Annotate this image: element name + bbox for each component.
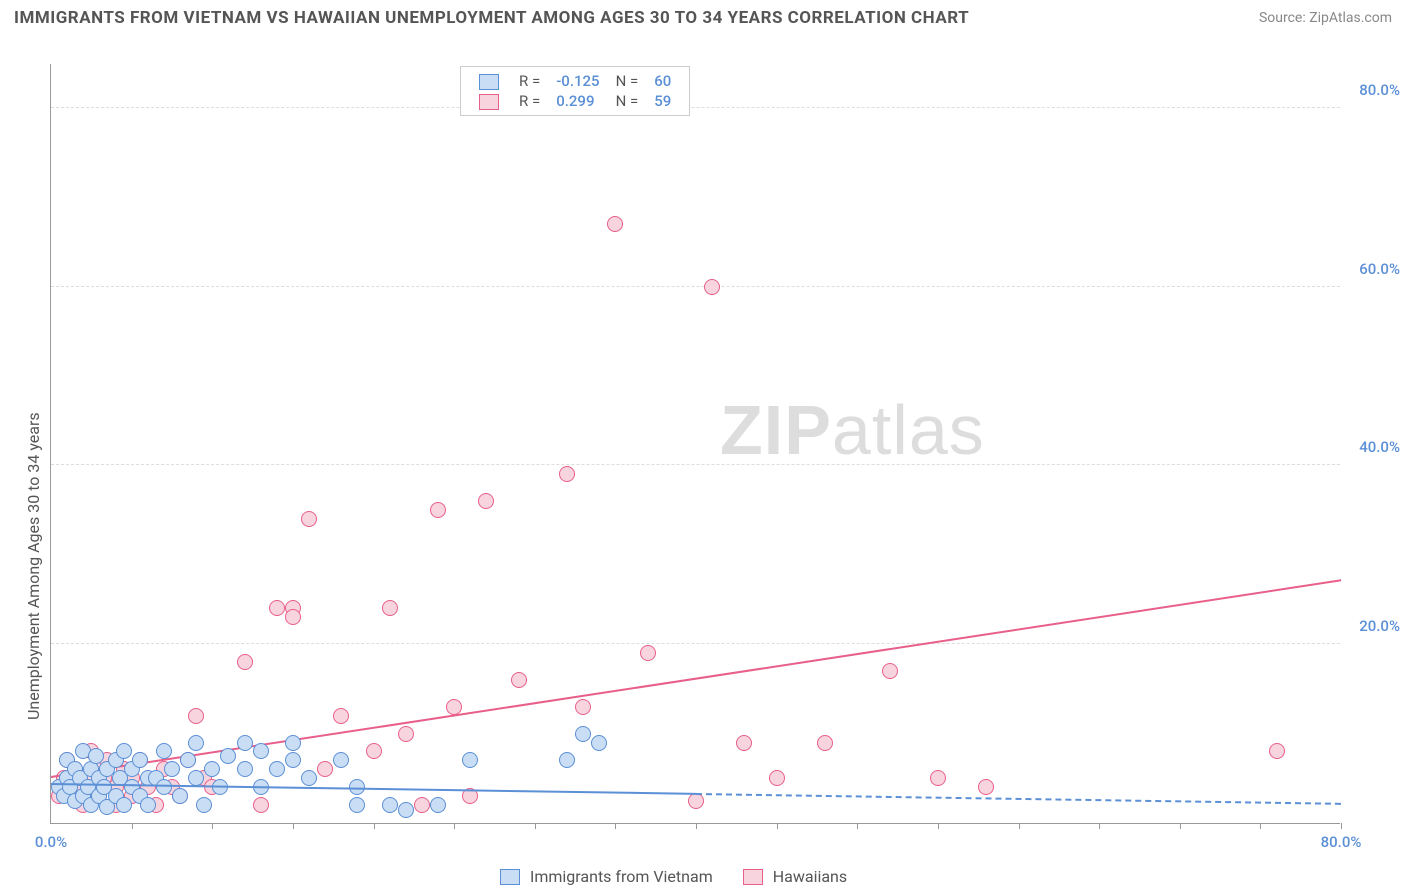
data-point (172, 788, 188, 804)
x-tick (374, 823, 375, 829)
data-point (301, 511, 317, 527)
x-tick-label: 80.0% (1321, 833, 1362, 851)
data-point (736, 735, 752, 751)
data-point (575, 726, 591, 742)
chart-title: IMMIGRANTS FROM VIETNAM VS HAWAIIAN UNEM… (14, 8, 969, 28)
data-point (575, 699, 591, 715)
data-point (88, 748, 104, 764)
legend-row: R =0.299N =59 (471, 91, 679, 111)
data-point (285, 609, 301, 625)
x-tick (777, 823, 778, 829)
data-point (882, 663, 898, 679)
data-point (349, 797, 365, 813)
data-point (978, 779, 994, 795)
data-point (607, 216, 623, 232)
x-tick (212, 823, 213, 829)
data-point (511, 672, 527, 688)
x-tick-label: 0.0% (35, 833, 67, 851)
data-point (704, 279, 720, 295)
data-point (237, 654, 253, 670)
data-point (333, 752, 349, 768)
data-point (478, 493, 494, 509)
data-point (237, 761, 253, 777)
data-point (366, 743, 382, 759)
x-tick (938, 823, 939, 829)
x-tick (1099, 823, 1100, 829)
data-point (116, 797, 132, 813)
data-point (462, 752, 478, 768)
x-tick (293, 823, 294, 829)
x-tick (132, 823, 133, 829)
y-tick-label: 80.0% (1359, 81, 1400, 99)
data-point (430, 797, 446, 813)
grid-line (51, 286, 1340, 287)
correlation-legend: R =-0.125N =60R =0.299N =59 (460, 66, 690, 116)
data-point (285, 735, 301, 751)
data-point (382, 600, 398, 616)
data-point (204, 761, 220, 777)
data-point (430, 502, 446, 518)
data-point (269, 761, 285, 777)
series-legend: Immigrants from Vietnam Hawaiians (500, 867, 847, 886)
data-point (164, 761, 180, 777)
data-point (301, 770, 317, 786)
data-point (930, 770, 946, 786)
data-point (253, 797, 269, 813)
x-tick (696, 823, 697, 829)
x-tick (1260, 823, 1261, 829)
scatter-chart: 20.0%40.0%60.0%80.0%0.0%80.0% (50, 64, 1340, 824)
data-point (180, 752, 196, 768)
y-axis-label: Unemployment Among Ages 30 to 34 years (24, 412, 43, 720)
data-point (220, 748, 236, 764)
grid-line (51, 107, 1340, 108)
data-point (285, 752, 301, 768)
data-point (1269, 743, 1285, 759)
legend-item: Hawaiians (743, 867, 847, 886)
data-point (333, 708, 349, 724)
x-tick (1180, 823, 1181, 829)
x-tick (454, 823, 455, 829)
y-tick-label: 20.0% (1359, 617, 1400, 635)
y-tick-label: 40.0% (1359, 438, 1400, 456)
data-point (559, 466, 575, 482)
data-point (188, 770, 204, 786)
data-point (559, 752, 575, 768)
data-point (382, 797, 398, 813)
data-point (188, 708, 204, 724)
data-point (414, 797, 430, 813)
x-tick (857, 823, 858, 829)
data-point (253, 743, 269, 759)
data-point (398, 726, 414, 742)
data-point (188, 735, 204, 751)
legend-row: R =-0.125N =60 (471, 71, 679, 91)
data-point (817, 735, 833, 751)
data-point (446, 699, 462, 715)
x-tick (535, 823, 536, 829)
data-point (769, 770, 785, 786)
grid-line (51, 643, 1340, 644)
data-point (640, 645, 656, 661)
data-point (196, 797, 212, 813)
data-point (269, 600, 285, 616)
data-point (317, 761, 333, 777)
data-point (132, 752, 148, 768)
data-point (237, 735, 253, 751)
legend-item: Immigrants from Vietnam (500, 867, 713, 886)
data-point (156, 743, 172, 759)
data-point (156, 779, 172, 795)
data-point (591, 735, 607, 751)
data-point (140, 797, 156, 813)
x-tick (1341, 823, 1342, 829)
trend-line (696, 793, 1341, 805)
x-tick (1019, 823, 1020, 829)
y-tick-label: 60.0% (1359, 260, 1400, 278)
source-label: Source: ZipAtlas.com (1259, 10, 1392, 26)
x-tick (615, 823, 616, 829)
grid-line (51, 464, 1340, 465)
data-point (116, 743, 132, 759)
data-point (398, 802, 414, 818)
plot-area: 20.0%40.0%60.0%80.0%0.0%80.0% (50, 64, 1340, 824)
